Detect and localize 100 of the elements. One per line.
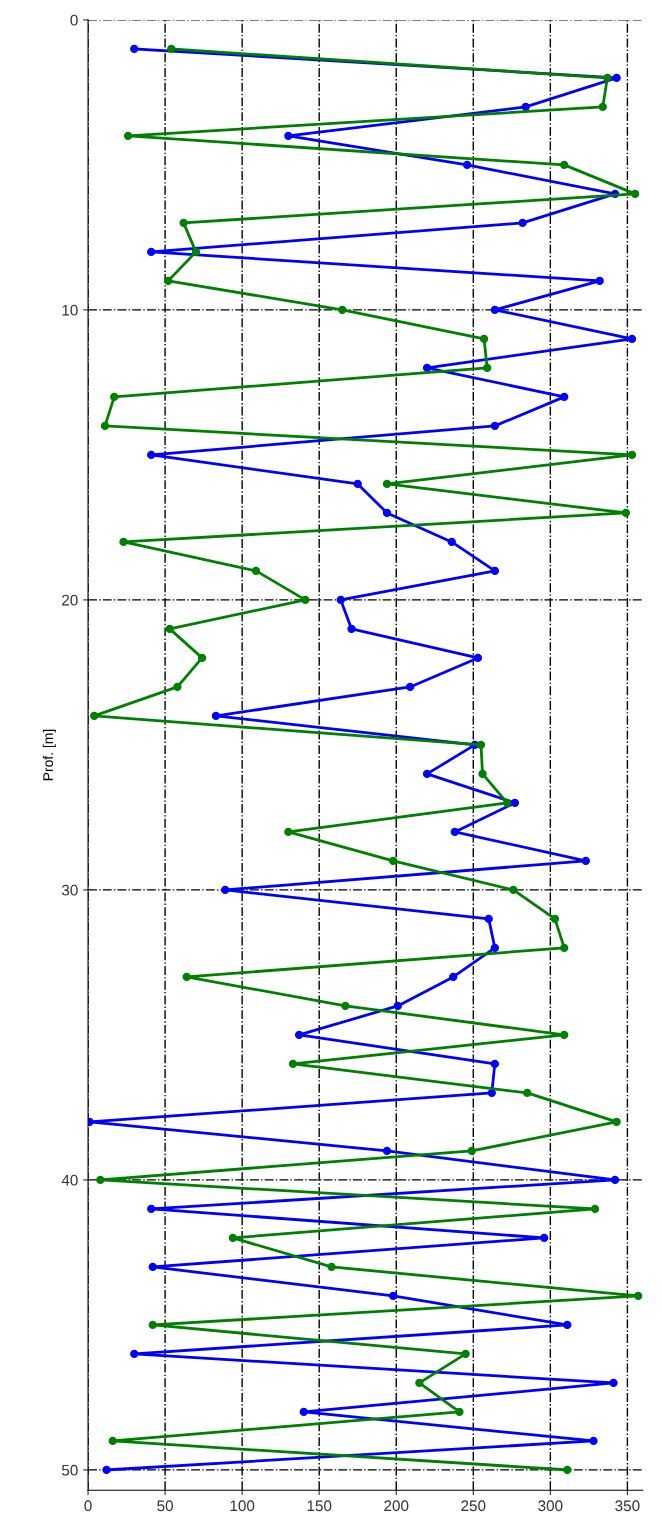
x-tick-label: 200 <box>384 1500 409 1512</box>
point <box>347 624 356 634</box>
point <box>490 421 500 431</box>
point <box>581 856 590 866</box>
point <box>147 450 156 460</box>
point <box>336 595 345 605</box>
point <box>609 1378 618 1388</box>
x-tick-label: 50 <box>157 1500 173 1512</box>
point <box>447 537 456 547</box>
point <box>327 1262 336 1272</box>
point <box>476 740 486 750</box>
point <box>382 508 392 518</box>
y-tick-label: 50 <box>61 1464 78 1476</box>
point <box>108 1436 117 1446</box>
point <box>589 1436 598 1446</box>
point <box>388 1291 398 1301</box>
point <box>630 189 640 199</box>
y-tick-label: 30 <box>61 884 78 896</box>
x-tick-label: 350 <box>615 1500 640 1512</box>
point <box>96 1175 105 1185</box>
point <box>102 1465 111 1475</box>
point <box>595 276 604 286</box>
point <box>455 1407 464 1417</box>
point <box>284 827 293 837</box>
point <box>563 1465 572 1475</box>
point <box>560 1030 569 1040</box>
point <box>467 1146 476 1156</box>
point <box>461 1349 470 1359</box>
point <box>165 624 174 634</box>
point <box>509 885 518 895</box>
y-tick-label: 40 <box>61 1174 78 1186</box>
point <box>449 972 458 982</box>
point <box>487 1088 496 1098</box>
point <box>173 682 182 692</box>
point <box>147 247 156 257</box>
point <box>603 73 612 83</box>
point <box>627 450 637 460</box>
point <box>560 160 569 170</box>
point <box>130 1349 139 1359</box>
x-tick-label: 150 <box>307 1500 332 1512</box>
point <box>550 914 560 924</box>
point <box>100 421 110 431</box>
point <box>523 1088 532 1098</box>
point <box>182 972 191 982</box>
point <box>388 856 398 866</box>
point <box>90 711 99 721</box>
point <box>228 1233 238 1243</box>
point <box>251 566 261 576</box>
point <box>191 247 201 257</box>
point <box>503 798 512 808</box>
point <box>301 595 310 605</box>
point <box>484 914 493 924</box>
point <box>147 1204 156 1214</box>
point <box>338 305 347 315</box>
point <box>422 363 432 373</box>
x-tick-label: 300 <box>538 1500 563 1512</box>
point <box>598 102 607 112</box>
point <box>521 102 530 112</box>
point <box>123 131 133 141</box>
point <box>479 334 489 344</box>
point <box>288 1059 298 1069</box>
point <box>634 1291 643 1301</box>
point <box>612 1117 621 1127</box>
point <box>211 711 221 721</box>
point <box>560 392 569 402</box>
point <box>560 943 569 953</box>
point <box>490 943 500 953</box>
point <box>415 1378 424 1388</box>
point <box>197 653 207 663</box>
y-tick-label: 0 <box>70 14 78 26</box>
point <box>382 1146 392 1156</box>
point <box>490 1059 500 1069</box>
point <box>179 218 188 228</box>
point <box>148 1320 157 1330</box>
x-tick-label: 0 <box>84 1500 92 1512</box>
point <box>353 479 362 489</box>
point <box>612 73 621 83</box>
point <box>294 1030 304 1040</box>
point <box>130 44 139 54</box>
point <box>284 131 293 141</box>
point <box>590 1204 600 1214</box>
point <box>422 769 432 779</box>
point <box>462 160 472 170</box>
point <box>148 1262 157 1272</box>
x-tick-label: 100 <box>230 1500 255 1512</box>
point <box>482 363 492 373</box>
point <box>164 276 173 286</box>
point <box>450 827 459 837</box>
point <box>540 1233 549 1243</box>
x-tick-label: 250 <box>461 1500 486 1512</box>
y-tick-label: 10 <box>62 304 78 316</box>
point <box>167 44 176 54</box>
point <box>393 1001 402 1011</box>
y-tick-label: 20 <box>62 594 78 606</box>
point <box>478 769 487 779</box>
point <box>110 392 119 402</box>
point <box>405 682 415 692</box>
y-axis-title: Prof. [m] <box>42 729 56 781</box>
point <box>473 653 483 663</box>
point <box>382 479 392 489</box>
